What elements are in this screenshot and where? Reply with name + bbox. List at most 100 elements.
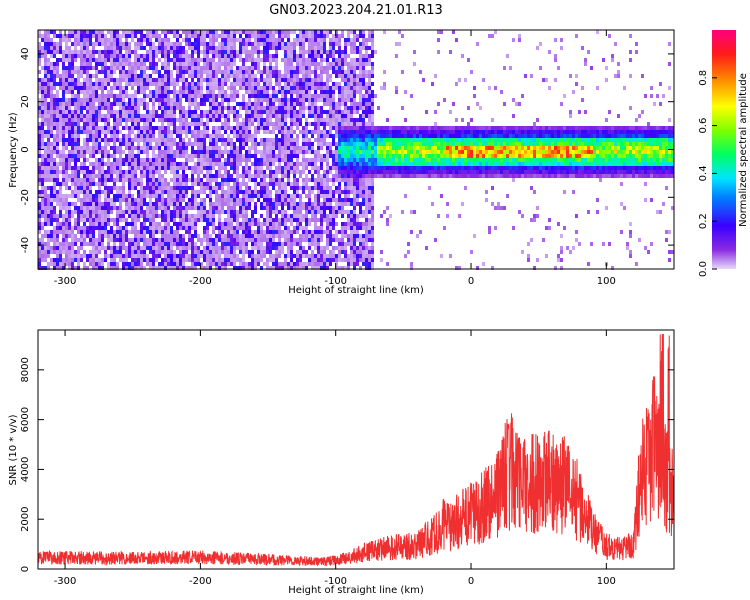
heatmap-cell	[296, 42, 299, 46]
heatmap-cell	[308, 206, 311, 210]
heatmap-cell	[47, 114, 50, 118]
heatmap-cell	[287, 146, 290, 150]
heatmap-cell	[143, 138, 146, 142]
heatmap-cell	[272, 146, 275, 150]
heatmap-cell	[314, 70, 317, 74]
heatmap-cell	[104, 114, 107, 118]
heatmap-cell	[272, 122, 275, 126]
heatmap-cell	[47, 266, 50, 270]
heatmap-cell	[236, 50, 239, 54]
heatmap-cell	[230, 234, 233, 238]
heatmap-cell	[131, 98, 134, 102]
heatmap-cell	[152, 218, 155, 222]
heatmap-cell	[116, 186, 119, 190]
heatmap-cell	[146, 230, 149, 234]
heatmap-cell	[47, 34, 50, 38]
heatmap-cell	[188, 38, 191, 42]
heatmap-cell	[110, 54, 113, 58]
heatmap-cell	[53, 194, 56, 198]
heatmap-cell	[197, 114, 200, 118]
heatmap-cell	[317, 50, 320, 54]
heatmap-cell	[281, 142, 284, 146]
heatmap-cell	[71, 118, 74, 122]
heatmap-cell	[248, 238, 251, 242]
heatmap-cell	[155, 70, 158, 74]
heatmap-cell	[50, 258, 53, 262]
heatmap-cell	[263, 194, 266, 198]
heatmap-cell	[101, 258, 104, 262]
heatmap-cell	[86, 58, 89, 62]
heatmap-cell	[266, 258, 269, 262]
heatmap-cell	[155, 166, 158, 170]
heatmap-cell	[287, 86, 290, 90]
heatmap-cell	[257, 46, 260, 50]
heatmap-cell	[167, 262, 170, 266]
heatmap-cell	[284, 258, 287, 262]
heatmap-cell	[200, 38, 203, 42]
heatmap-cell	[101, 90, 104, 94]
heatmap-cell	[317, 134, 320, 138]
heatmap-cell	[224, 70, 227, 74]
heatmap-cell	[188, 218, 191, 222]
heatmap-cell	[173, 190, 176, 194]
heatmap-cell	[293, 54, 296, 58]
heatmap-cell	[167, 206, 170, 210]
heatmap-cell	[257, 62, 260, 66]
heatmap-cell	[74, 238, 77, 242]
heatmap-cell	[161, 54, 164, 58]
heatmap-cell	[137, 102, 140, 106]
heatmap-cell	[152, 250, 155, 254]
heatmap-cell	[248, 98, 251, 102]
heatmap-cell	[311, 158, 314, 162]
heatmap-cell	[206, 34, 209, 38]
heatmap-cell	[188, 74, 191, 78]
heatmap-cell	[86, 78, 89, 82]
heatmap-cell	[176, 254, 179, 258]
heatmap-cell	[248, 206, 251, 210]
heatmap-cell	[170, 178, 173, 182]
heatmap-cell	[188, 206, 191, 210]
heatmap-cell	[206, 54, 209, 58]
heatmap-cell	[191, 94, 194, 98]
heatmap-cell	[92, 214, 95, 218]
heatmap-cell	[326, 218, 329, 222]
heatmap-cell	[293, 46, 296, 50]
heatmap-cell	[218, 138, 221, 142]
heatmap-cell	[110, 166, 113, 170]
heatmap-cell	[254, 234, 257, 238]
heatmap-cell	[47, 162, 50, 166]
heatmap-cell	[152, 166, 155, 170]
heatmap-cell	[218, 158, 221, 162]
heatmap-cell	[287, 114, 290, 118]
heatmap-cell	[248, 170, 251, 174]
heatmap-cell	[38, 222, 41, 226]
heatmap-cell	[314, 66, 317, 70]
heatmap-cell	[65, 110, 68, 114]
heatmap-cell	[110, 90, 113, 94]
heatmap-cell	[125, 114, 128, 118]
heatmap-cell	[185, 246, 188, 250]
heatmap-cell	[236, 174, 239, 178]
heatmap-cell	[248, 38, 251, 42]
heatmap-cell	[287, 174, 290, 178]
heatmap-cell	[197, 142, 200, 146]
heatmap-cell	[80, 218, 83, 222]
heatmap-cell	[164, 30, 167, 34]
heatmap-cell	[251, 262, 254, 266]
heatmap-cell	[242, 122, 245, 126]
heatmap-cell	[269, 62, 272, 66]
heatmap-cell	[62, 74, 65, 78]
heatmap-cell	[200, 66, 203, 70]
heatmap-cell	[140, 254, 143, 258]
heatmap-cell	[194, 138, 197, 142]
heatmap-cell	[239, 214, 242, 218]
heatmap-cell	[119, 178, 122, 182]
heatmap-cell	[290, 70, 293, 74]
heatmap-cell	[65, 78, 68, 82]
heatmap-cell	[116, 38, 119, 42]
heatmap-cell	[278, 262, 281, 266]
heatmap-cell	[170, 158, 173, 162]
heatmap-cell	[134, 78, 137, 82]
heatmap-cell	[101, 246, 104, 250]
heatmap-cell	[80, 74, 83, 78]
